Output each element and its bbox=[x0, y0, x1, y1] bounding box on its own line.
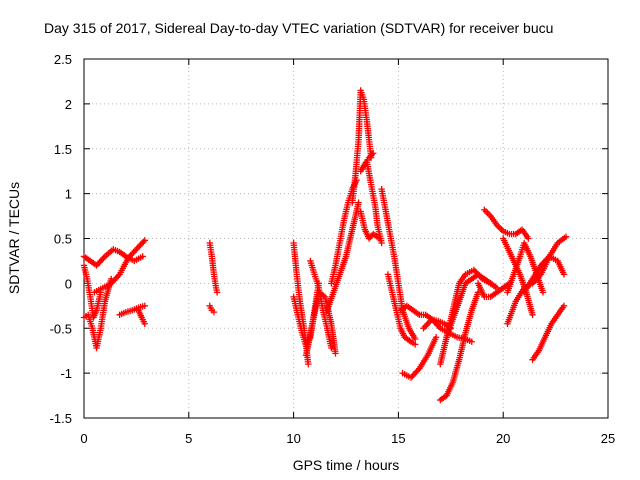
y-tick-label: -0.5 bbox=[50, 321, 72, 336]
data-point bbox=[484, 209, 491, 217]
series-track29 bbox=[500, 235, 536, 318]
series-track12 bbox=[302, 289, 339, 359]
axis-ticks: 0 5 10 15 20 25 -1.5 -1 -0.5 0 0.5 1 1.5 2 2.5 bbox=[50, 52, 616, 446]
data-point bbox=[370, 150, 377, 157]
data-point bbox=[411, 341, 419, 348]
series-track33 bbox=[529, 302, 568, 363]
x-tick-label: 25 bbox=[601, 431, 615, 446]
data-point bbox=[305, 360, 312, 368]
data-point bbox=[496, 224, 504, 232]
series-track28 bbox=[481, 206, 532, 242]
data-points bbox=[80, 87, 570, 404]
data-point bbox=[378, 239, 385, 247]
y-tick-label: 1.5 bbox=[54, 142, 72, 157]
data-point bbox=[560, 271, 568, 278]
y-axis-label: SDTVAR / TECUs bbox=[6, 182, 22, 294]
series-track17 bbox=[357, 150, 377, 175]
series-track18 bbox=[363, 159, 385, 247]
y-tick-label: -1 bbox=[60, 366, 72, 381]
data-point bbox=[481, 206, 488, 213]
x-axis-label: GPS time / hours bbox=[293, 457, 400, 473]
data-point bbox=[562, 233, 570, 240]
grid-lines bbox=[84, 59, 608, 418]
data-point bbox=[213, 289, 221, 296]
y-tick-label: 0.5 bbox=[54, 232, 72, 247]
data-point bbox=[141, 237, 148, 244]
series-track24 bbox=[437, 289, 482, 404]
series-track1 bbox=[80, 246, 146, 269]
series-track7 bbox=[206, 239, 221, 296]
data-point bbox=[432, 334, 440, 341]
data-point bbox=[560, 302, 568, 310]
data-point bbox=[332, 350, 339, 357]
x-tick-label: 10 bbox=[286, 431, 300, 446]
series-track14 bbox=[323, 199, 362, 314]
series-track15 bbox=[349, 87, 375, 206]
series-track26 bbox=[443, 271, 501, 341]
series-track21 bbox=[399, 334, 440, 381]
series-track8 bbox=[206, 302, 218, 316]
x-tick-label: 20 bbox=[496, 431, 510, 446]
series-track30 bbox=[504, 239, 547, 296]
data-point bbox=[482, 208, 490, 215]
data-point bbox=[539, 289, 547, 296]
x-tick-label: 5 bbox=[185, 431, 192, 446]
data-point bbox=[468, 338, 475, 345]
chart-title: Day 315 of 2017, Sidereal Day-to-day VTE… bbox=[44, 20, 553, 36]
data-point bbox=[210, 308, 218, 316]
series-track4 bbox=[91, 237, 148, 296]
y-tick-label: 0 bbox=[65, 276, 72, 291]
data-point bbox=[525, 235, 532, 242]
x-tick-label: 0 bbox=[80, 431, 87, 446]
data-point bbox=[529, 311, 536, 318]
data-point bbox=[141, 302, 148, 310]
data-point bbox=[328, 344, 335, 352]
y-tick-label: 2 bbox=[65, 97, 72, 112]
series-track22 bbox=[397, 302, 454, 332]
y-tick-label: -1.5 bbox=[50, 411, 72, 426]
data-point bbox=[355, 199, 362, 206]
series-track20 bbox=[384, 271, 419, 348]
y-tick-label: 1 bbox=[65, 187, 72, 202]
data-point bbox=[139, 253, 146, 260]
y-tick-label: 2.5 bbox=[54, 52, 72, 67]
series-track32 bbox=[520, 253, 568, 296]
series-track3 bbox=[80, 262, 104, 321]
data-point bbox=[411, 335, 419, 343]
series-track6 bbox=[135, 307, 148, 327]
data-point bbox=[141, 320, 148, 327]
series-track16 bbox=[357, 208, 383, 242]
x-tick-label: 15 bbox=[391, 431, 405, 446]
